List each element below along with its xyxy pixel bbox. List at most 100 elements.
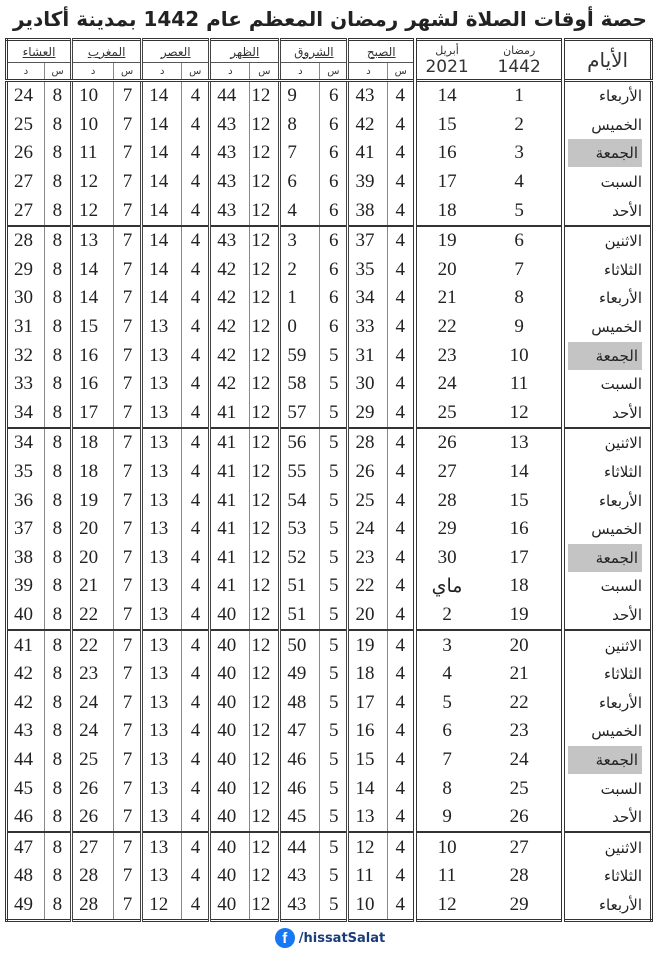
header-asr: العصر	[140, 39, 210, 63]
dhuhr-hours: 12	[249, 196, 280, 226]
isha-minutes: 37	[14, 518, 33, 540]
maghrib-hours: 7	[113, 890, 142, 921]
weekday-label: الأربعاء	[598, 895, 642, 914]
weekday: الأحد	[561, 196, 652, 226]
asr-hours: 4	[181, 774, 210, 803]
weekday-label: الثلاثاء	[603, 867, 642, 886]
dhuhr-hours: 12	[249, 139, 280, 168]
isha-hours: 8	[44, 255, 72, 285]
dhuhr-minutes: 40	[208, 862, 250, 891]
isha-minutes: 27	[14, 199, 33, 221]
fajr-hours: 4	[387, 717, 416, 746]
ramadan-day: 7	[514, 258, 524, 280]
shuruq-hours: 5	[319, 543, 348, 573]
isha-minutes: 33	[14, 373, 33, 395]
ramadan-day: 22	[509, 691, 529, 713]
asr-hours: 4	[181, 224, 210, 256]
gregorian-date: 14	[413, 80, 478, 111]
dhuhr-minutes: 41	[208, 427, 250, 458]
weekday: الأربعاء	[561, 688, 652, 718]
dhuhr-hours: 12	[249, 457, 280, 487]
table-row: 30 8 14 7 14 4 42 12 1 6 34 4 21 8 الأربعاء	[7, 284, 652, 313]
asr-hours: 4	[181, 341, 210, 370]
prayer-times-table: العشاء المغرب العصر الظهر الشروق الصبح أ…	[5, 38, 653, 923]
table-row: 26 8 11 7 14 4 43 12 7 6 41 4 16 3 الجمعة	[7, 139, 652, 168]
fajr-hours: 4	[387, 284, 416, 313]
shuruq-minutes: 54	[278, 486, 320, 515]
dhuhr-minutes: 40	[208, 629, 250, 660]
ramadan-day: 21	[509, 663, 529, 685]
dhuhr-minutes: 40	[208, 659, 250, 689]
dhuhr-minutes: 41	[208, 572, 250, 601]
shuruq-hours: 5	[319, 659, 348, 689]
weekday-label: الاثنين	[604, 838, 642, 857]
header-maghrib: المغرب	[70, 39, 142, 63]
hours-subheader: س	[44, 62, 72, 82]
fajr-minutes: 25	[346, 486, 388, 515]
asr-minutes: 13	[140, 862, 182, 891]
shuruq-hours: 5	[319, 745, 348, 775]
fajr-hours: 4	[387, 139, 416, 168]
asr-minutes: 13	[140, 629, 182, 660]
weekday: الأربعاء	[561, 80, 652, 111]
fajr-hours: 4	[387, 427, 416, 458]
isha-hours: 8	[44, 831, 72, 863]
shuruq-hours: 5	[319, 717, 348, 746]
table-row: 46 8 26 7 13 4 40 12 45 5 13 4 9 26 الأحد	[7, 802, 652, 833]
dhuhr-hours: 12	[249, 831, 280, 863]
maghrib-hours: 7	[113, 745, 142, 775]
header-dhuhr: الظهر	[208, 39, 280, 63]
weekday-label: الاثنين	[604, 232, 642, 251]
shuruq-minutes: 47	[278, 717, 320, 746]
maghrib-minutes: 27	[70, 831, 114, 863]
gregorian-date: 7	[413, 745, 478, 775]
fajr-hours: 4	[387, 110, 416, 140]
table-row: 42 8 23 7 13 4 40 12 49 5 18 4 4 21 الثلاثاء	[7, 659, 652, 689]
shuruq-hours: 5	[319, 514, 348, 544]
weekday: الجمعة	[561, 543, 652, 573]
isha-hours: 8	[44, 110, 72, 140]
weekday-label: الثلاثاء	[603, 260, 642, 279]
shuruq-hours: 5	[319, 369, 348, 399]
table-row: 31 8 15 7 13 4 42 12 0 6 33 4 22 9 الخميس	[7, 312, 652, 342]
facebook-handle[interactable]: /hissatSalat	[298, 930, 386, 946]
dhuhr-hours: 12	[249, 369, 280, 399]
fajr-hours: 4	[387, 600, 416, 631]
fajr-minutes: 34	[346, 284, 388, 313]
table-row: 42 8 24 7 13 4 40 12 48 5 17 4 5 22 الأربعاء	[7, 688, 652, 718]
asr-minutes: 13	[140, 427, 182, 458]
fajr-hours: 4	[387, 890, 416, 921]
weekday-label: السبت	[600, 173, 642, 192]
minutes-subheader: د	[70, 62, 114, 82]
table-row: 34 8 18 7 13 4 41 12 56 5 28 4 26 13 الاثنين	[6, 427, 652, 458]
page-title: حصة أوقات الصلاة لشهر رمضان المعظم عام 1…	[13, 7, 647, 31]
dhuhr-hours: 12	[249, 284, 280, 313]
shuruq-minutes: 43	[278, 862, 320, 891]
fajr-minutes: 29	[346, 398, 388, 429]
asr-hours: 4	[181, 255, 210, 285]
fajr-minutes: 31	[346, 341, 388, 370]
isha-hours: 8	[44, 486, 72, 515]
fajr-hours: 4	[387, 514, 416, 544]
asr-minutes: 13	[140, 831, 182, 863]
dhuhr-minutes: 40	[208, 831, 250, 863]
isha-minutes: 30	[14, 287, 33, 309]
weekday: الثلاثاء	[561, 659, 652, 689]
gregorian-date: 12	[413, 890, 478, 921]
maghrib-minutes: 18	[70, 457, 114, 487]
maghrib-minutes: 13	[70, 224, 114, 256]
isha-minutes: 29	[14, 258, 33, 280]
shuruq-minutes: 8	[278, 110, 320, 140]
dhuhr-minutes: 40	[208, 688, 250, 718]
asr-minutes: 13	[140, 312, 182, 342]
ramadan-day: 4	[514, 171, 524, 193]
dhuhr-hours: 12	[249, 717, 280, 746]
isha-minutes: 34	[14, 401, 33, 423]
dhuhr-minutes: 42	[208, 255, 250, 285]
asr-minutes: 14	[140, 139, 182, 168]
asr-minutes: 13	[140, 745, 182, 775]
isha-minutes: 31	[14, 316, 33, 338]
shuruq-minutes: 1	[278, 284, 320, 313]
table-row: 43 8 24 7 13 4 40 12 47 5 16 4 6 23 الخميس	[7, 717, 652, 746]
header-ramadan: رمضان 1442	[477, 39, 564, 82]
